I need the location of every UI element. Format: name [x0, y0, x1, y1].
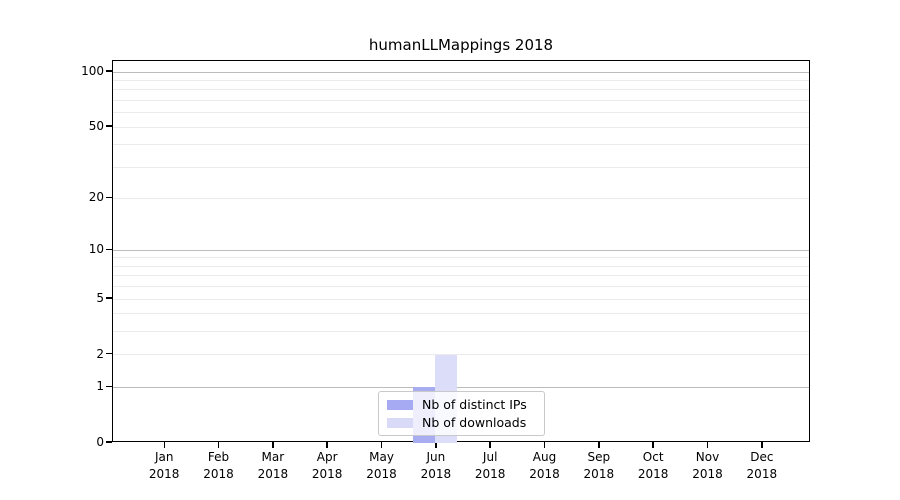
x-tick-label-jan: Jan 2018 [136, 449, 192, 482]
y-tick-label-2: 2 [96, 346, 104, 361]
gridline-major-10 [113, 249, 809, 251]
x-tick-label-oct: Oct 2018 [625, 449, 681, 482]
gridline-major-1 [113, 386, 809, 388]
y-tick-label-20: 20 [88, 190, 104, 205]
x-tick-month: Jun [426, 450, 446, 464]
y-tick-label-100: 100 [81, 64, 104, 79]
x-tick-label-feb: Feb 2018 [191, 449, 247, 482]
legend-swatch-distinct-ips [387, 399, 413, 410]
x-tick-label-aug: Aug 2018 [517, 449, 573, 482]
gridline-minor-20 [113, 197, 809, 199]
x-tick-label-nov: Nov 2018 [680, 449, 736, 482]
gridline-minor-5 [113, 298, 809, 300]
y-tick-mark-50 [106, 125, 112, 127]
y-tick-label-0: 0 [96, 435, 104, 449]
x-tick-year: 2018 [692, 466, 723, 481]
x-tick-mark-may [380, 442, 383, 448]
x-tick-year: 2018 [311, 466, 343, 481]
x-tick-label-jun: Jun 2018 [408, 449, 464, 482]
x-tick-year: 2018 [366, 466, 397, 481]
gridline-minor-2 [113, 354, 809, 356]
y-tick-label-1: 1 [96, 379, 104, 394]
x-tick-mark-sep [598, 442, 600, 448]
x-tick-year: 2018 [420, 466, 452, 481]
gridline-minor-50 [113, 126, 809, 128]
y-tick-label-50: 50 [88, 119, 104, 134]
x-tick-month: Mar [261, 450, 285, 464]
gridline-minor-70 [113, 99, 809, 101]
gridline-minor-9 [113, 257, 809, 259]
legend-label-distinct-ips: Nb of distinct IPs [422, 397, 527, 412]
x-tick-label-mar: Mar 2018 [245, 449, 301, 482]
x-tick-month: Aug [532, 450, 557, 464]
gridline-minor-80 [113, 89, 809, 91]
gridline-minor-6 [113, 286, 809, 288]
plot-area [112, 60, 810, 443]
x-tick-label-sep: Sep 2018 [571, 449, 627, 482]
x-tick-year: 2018 [257, 466, 289, 481]
y-tick-label-5: 5 [96, 291, 104, 305]
y-tick-mark-1 [106, 385, 112, 387]
x-tick-mark-aug [543, 442, 546, 448]
legend-label-downloads: Nb of downloads [422, 415, 527, 430]
gridline-minor-30 [113, 166, 809, 168]
legend-item-distinct-ips: Nb of distinct IPs [387, 397, 536, 412]
x-tick-mark-apr [326, 442, 328, 448]
gridline-minor-4 [113, 313, 809, 315]
x-tick-month: Sep [587, 450, 611, 464]
x-tick-month: Jan [154, 450, 174, 464]
y-tick-mark-5 [106, 297, 112, 299]
x-tick-year: 2018 [529, 466, 560, 481]
x-tick-mark-feb [217, 442, 220, 448]
x-tick-mark-dec [761, 442, 763, 448]
gridline-minor-90 [113, 80, 809, 81]
x-tick-label-jul: Jul 2018 [462, 449, 518, 482]
x-tick-month: Apr [316, 450, 338, 464]
x-tick-mark-oct [652, 442, 654, 448]
gridline-minor-8 [113, 265, 809, 267]
legend-swatch-downloads [387, 417, 413, 428]
x-tick-year: 2018 [637, 466, 669, 481]
x-tick-month: Dec [750, 450, 774, 464]
gridline-minor-7 [113, 275, 809, 277]
x-tick-month: Nov [695, 450, 720, 464]
x-tick-year: 2018 [474, 466, 506, 481]
x-tick-mark-nov [706, 442, 709, 448]
x-tick-label-may: May 2018 [354, 449, 410, 482]
y-tick-mark-2 [106, 353, 112, 355]
x-tick-mark-jul [489, 442, 491, 448]
x-tick-mark-mar [272, 442, 274, 448]
y-tick-mark-10 [106, 248, 112, 250]
gridline-minor-3 [113, 331, 809, 333]
x-tick-label-apr: Apr 2018 [299, 449, 355, 482]
gridline-minor-40 [113, 144, 809, 146]
x-tick-mark-jan [163, 442, 165, 448]
x-tick-year: 2018 [746, 466, 778, 481]
gridline-minor-60 [113, 112, 809, 114]
x-tick-mark-jun [435, 442, 437, 448]
x-tick-month: May [369, 450, 394, 464]
x-tick-month: Jul [482, 450, 498, 464]
legend: Nb of distinct IPs Nb of downloads [378, 391, 545, 436]
x-tick-month: Oct [642, 450, 664, 464]
chart-title: humanLLMappings 2018 [368, 36, 554, 54]
x-tick-year: 2018 [203, 466, 234, 481]
x-tick-month: Feb [207, 450, 230, 464]
y-tick-mark-100 [106, 70, 112, 72]
x-tick-label-dec: Dec 2018 [734, 449, 790, 482]
legend-item-downloads: Nb of downloads [387, 415, 536, 430]
y-tick-label-10: 10 [88, 242, 104, 257]
x-tick-year: 2018 [583, 466, 615, 481]
y-tick-mark-0 [106, 441, 112, 443]
gridline-major-100 [113, 71, 809, 73]
x-tick-year: 2018 [148, 466, 180, 481]
y-tick-mark-20 [106, 196, 112, 199]
